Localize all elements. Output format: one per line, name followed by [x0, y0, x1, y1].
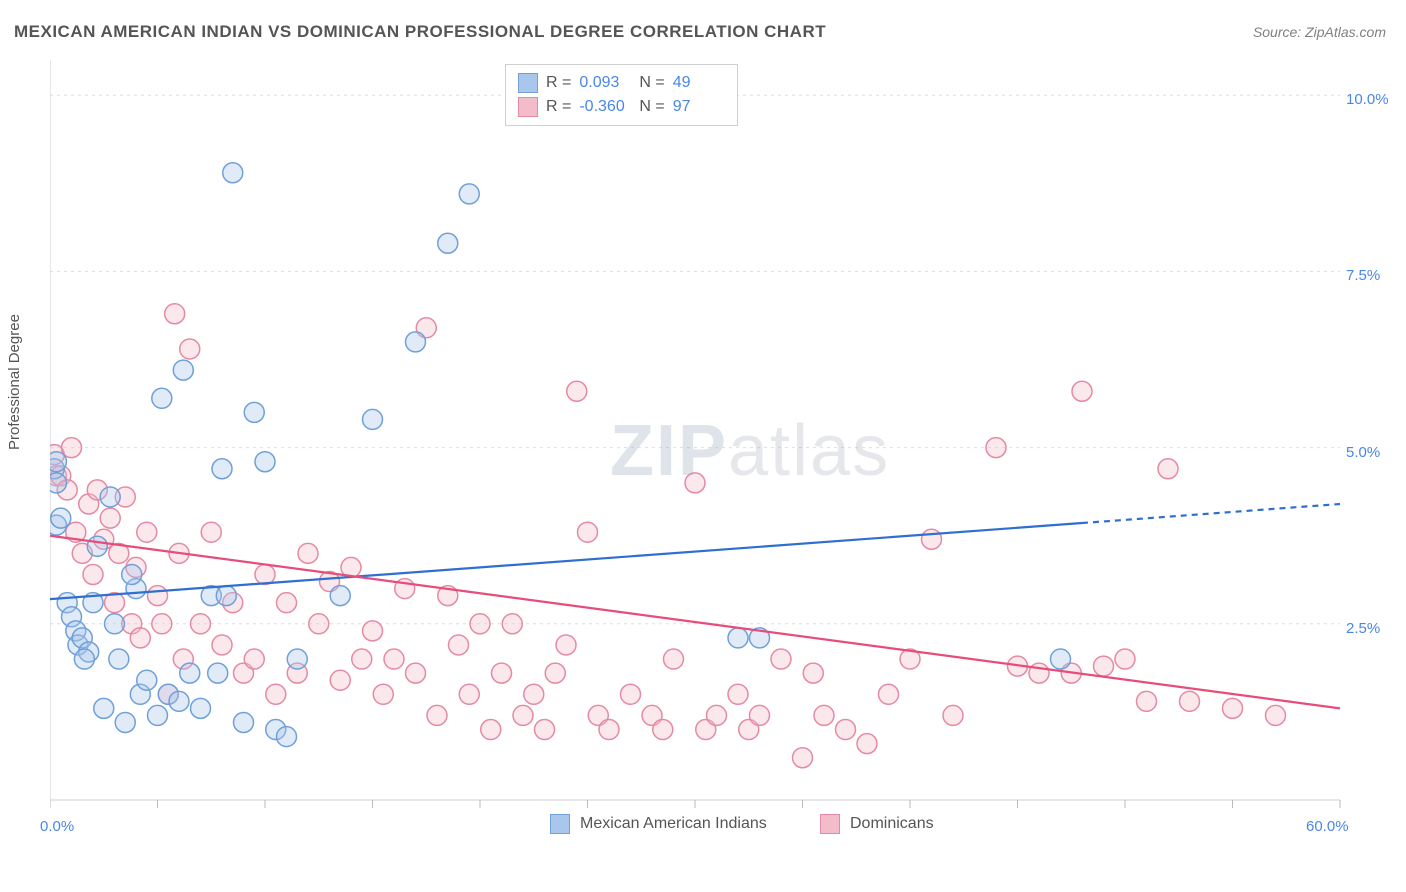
- chart-source: Source: ZipAtlas.com: [1253, 24, 1386, 40]
- bottom-legend-item: Dominicans: [820, 814, 934, 834]
- legend-n-label: N =: [639, 71, 664, 95]
- legend-stats-row: R = 0.093 N = 49: [518, 71, 725, 95]
- legend-swatch: [518, 73, 538, 93]
- bottom-legend-item: Mexican American Indians: [550, 814, 767, 834]
- chart-title: MEXICAN AMERICAN INDIAN VS DOMINICAN PRO…: [14, 22, 826, 42]
- y-tick-label: 5.0%: [1346, 444, 1380, 461]
- y-tick-label: 7.5%: [1346, 267, 1380, 284]
- x-tick-label: 0.0%: [40, 818, 74, 835]
- chart-svg: [50, 60, 1386, 830]
- x-tick-label: 60.0%: [1306, 818, 1349, 835]
- legend-n-value: 49: [673, 71, 725, 95]
- y-axis-label: Professional Degree: [6, 314, 23, 450]
- legend-stats-box: R = 0.093 N = 49 R = -0.360 N = 97: [505, 64, 738, 126]
- legend-r-label: R =: [546, 71, 571, 95]
- legend-stats-row: R = -0.360 N = 97: [518, 95, 725, 119]
- y-tick-label: 2.5%: [1346, 620, 1380, 637]
- legend-swatch: [820, 814, 840, 834]
- legend-n-value: 97: [673, 95, 725, 119]
- legend-n-label: N =: [639, 95, 664, 119]
- bottom-legend-label: Dominicans: [850, 815, 934, 833]
- legend-r-value: 0.093: [579, 71, 631, 95]
- chart-plot-area: R =0.093N =49R =-0.360N =97 ZIPatlas: [50, 60, 1386, 830]
- bottom-legend-label: Mexican American Indians: [580, 815, 767, 833]
- legend-r-label: R =: [546, 95, 571, 119]
- legend-swatch: [550, 814, 570, 834]
- y-tick-label: 10.0%: [1346, 91, 1389, 108]
- legend-r-value: -0.360: [579, 95, 631, 119]
- legend-swatch: [518, 97, 538, 117]
